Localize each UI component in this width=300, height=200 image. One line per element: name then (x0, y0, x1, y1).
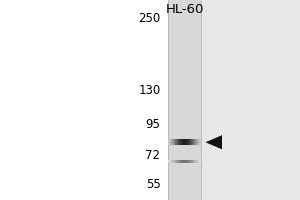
Text: 55: 55 (146, 178, 160, 191)
Text: 72: 72 (146, 149, 160, 162)
Bar (168, 0, 201, 200)
Bar (201, 0, 300, 200)
Text: 250: 250 (138, 12, 160, 25)
Text: 95: 95 (146, 118, 160, 131)
Bar (0, 0, 168, 200)
Text: 130: 130 (138, 84, 160, 97)
Text: HL-60: HL-60 (165, 3, 204, 16)
Polygon shape (206, 135, 222, 149)
